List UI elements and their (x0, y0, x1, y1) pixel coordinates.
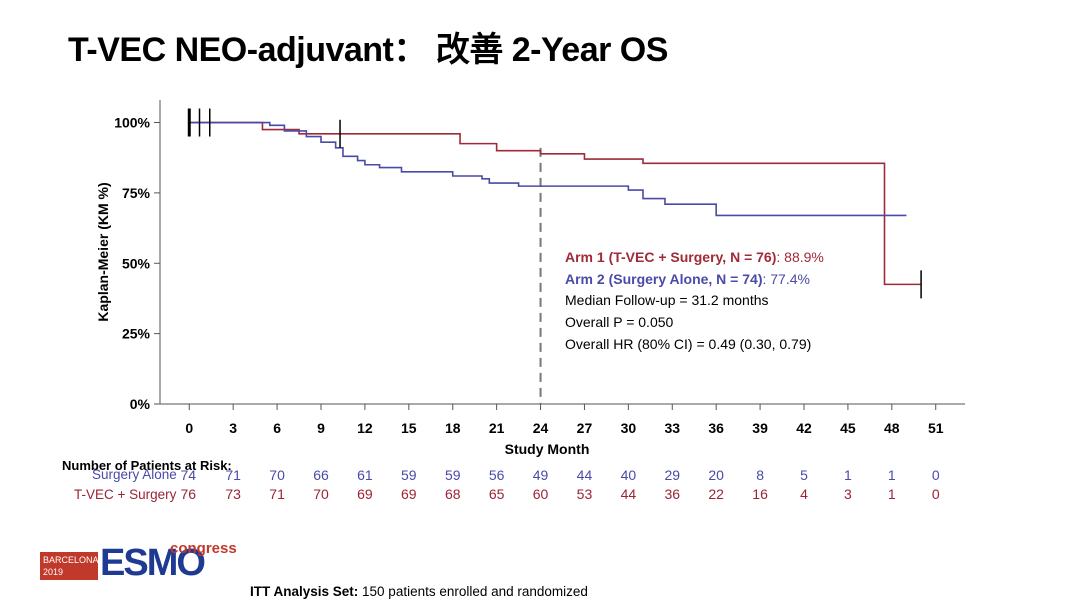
y-axis-ticks: 0% 25% 50% 75% 100% (114, 115, 160, 412)
x-tick-label: 45 (840, 420, 856, 436)
at-risk-label-tvec-surgery: T-VEC + Surgery (74, 487, 177, 502)
at-risk-label-surgery-alone: Surgery Alone (92, 467, 177, 482)
x-tick-label: 27 (577, 420, 593, 436)
svg-text:Arm 2 (Surgery Alone, N = 74):: Arm 2 (Surgery Alone, N = 74): 77.4% (565, 271, 810, 287)
at-risk-value: 74 (180, 467, 196, 483)
y-tick-label: 75% (122, 185, 151, 201)
km-curves (189, 121, 922, 286)
censor-marks (187, 108, 922, 299)
arm1-label: Arm 1 (T-VEC + Surgery, N = 76) (565, 249, 776, 265)
at-risk-value: 65 (489, 486, 505, 502)
x-tick-label: 36 (708, 420, 724, 436)
logo-brand: ESMO (100, 542, 206, 584)
at-risk-value: 22 (708, 486, 724, 502)
at-risk-value: 8 (756, 467, 764, 483)
slide-title: T-VEC NEO-adjuvant： 改善 2-Year OS (68, 31, 668, 69)
at-risk-value: 4 (800, 486, 808, 502)
at-risk-value: 70 (269, 467, 285, 483)
footnote-bold: ITT Analysis Set: (250, 584, 359, 599)
x-tick-label: 51 (928, 420, 944, 436)
at-risk-value: 0 (932, 486, 940, 502)
at-risk-value: 59 (445, 467, 461, 483)
x-tick-label: 12 (357, 420, 373, 436)
at-risk-value: 44 (621, 486, 637, 502)
y-axis-label: Kaplan-Meier (KM %) (95, 182, 111, 321)
x-tick-label: 15 (401, 420, 417, 436)
x-tick-label: 42 (796, 420, 812, 436)
at-risk-value: 1 (888, 486, 896, 502)
logo-word: congress (170, 540, 237, 557)
x-tick-label: 33 (664, 420, 680, 436)
footnote-text: 150 patients enrolled and randomized (358, 584, 588, 599)
logo-city: BARCELONA (43, 555, 99, 565)
esmo-logo: BARCELONA 2019 ESMO congress (40, 540, 240, 582)
at-risk-value: 56 (489, 467, 505, 483)
y-tick-label: 0% (130, 396, 151, 412)
at-risk-value: 0 (932, 467, 940, 483)
at-risk-value: 59 (401, 467, 417, 483)
at-risk-value: 1 (888, 467, 896, 483)
at-risk-value: 68 (445, 486, 461, 502)
x-tick-label: 6 (273, 420, 281, 436)
x-tick-label: 9 (317, 420, 325, 436)
at-risk-value: 5 (800, 467, 808, 483)
chart-axes (159, 100, 965, 405)
at-risk-value: 69 (357, 486, 373, 502)
x-tick-label: 24 (533, 420, 549, 436)
at-risk-value: 20 (708, 467, 724, 483)
y-tick-label: 25% (122, 326, 151, 342)
overall-hr: Overall HR (80% CI) = 0.49 (0.30, 0.79) (565, 336, 811, 352)
at-risk-value: 29 (664, 467, 680, 483)
km-curve-arm-1 (189, 121, 922, 286)
y-tick-label: 50% (122, 255, 151, 271)
x-axis-label: Study Month (505, 441, 590, 457)
at-risk-value: 76 (180, 486, 196, 502)
svg-text:Arm 1 (T-VEC + Surgery, N = 76: Arm 1 (T-VEC + Surgery, N = 76): 88.9% (565, 249, 824, 265)
footnote: ITT Analysis Set: 150 patients enrolled … (250, 584, 588, 599)
at-risk-value: 1 (844, 467, 852, 483)
at-risk-value: 70 (313, 486, 329, 502)
x-tick-label: 21 (489, 420, 505, 436)
logo-year: 2019 (43, 567, 64, 577)
at-risk-values: 74 71 70 66 61 59 59 56 49 44 40 29 20 8 5 1 1 076 73 71 70 6… (180, 467, 939, 502)
at-risk-value: 61 (357, 467, 373, 483)
arm2-label: Arm 2 (Surgery Alone, N = 74) (565, 271, 762, 287)
logo-city-box: BARCELONA 2019 (40, 552, 99, 580)
median-followup: Median Follow-up = 31.2 months (565, 292, 769, 308)
y-tick-label: 100% (114, 115, 150, 131)
at-risk-value: 73 (225, 486, 241, 502)
annotation-box: Arm 1 (T-VEC + Surgery, N = 76): 88.9% A… (565, 249, 824, 352)
at-risk-value: 69 (401, 486, 417, 502)
overall-p: Overall P = 0.050 (565, 314, 674, 330)
x-tick-label: 18 (445, 420, 461, 436)
arm1-value: : 88.9% (776, 249, 823, 265)
at-risk-value: 44 (577, 467, 593, 483)
at-risk-value: 36 (664, 486, 680, 502)
arm2-value: : 77.4% (762, 271, 809, 287)
x-tick-label: 30 (621, 420, 637, 436)
at-risk-value: 60 (533, 486, 549, 502)
at-risk-value: 66 (313, 467, 329, 483)
at-risk-value: 3 (844, 486, 852, 502)
x-tick-label: 39 (752, 420, 768, 436)
x-tick-label: 0 (185, 420, 193, 436)
at-risk-value: 49 (533, 467, 549, 483)
x-tick-label: 48 (884, 420, 900, 436)
at-risk-value: 71 (225, 467, 241, 483)
at-risk-value: 16 (752, 486, 768, 502)
km-curve-arm-2 (189, 121, 907, 217)
at-risk-title: Number of Patients at Risk: (62, 458, 232, 473)
at-risk-value: 71 (269, 486, 285, 502)
at-risk-value: 40 (621, 467, 637, 483)
at-risk-value: 53 (577, 486, 593, 502)
x-axis-ticks: 0 3 6 9 12 15 18 21 24 27 30 33 36 39 42 45 48 51 (185, 404, 944, 436)
x-tick-label: 3 (229, 420, 237, 436)
